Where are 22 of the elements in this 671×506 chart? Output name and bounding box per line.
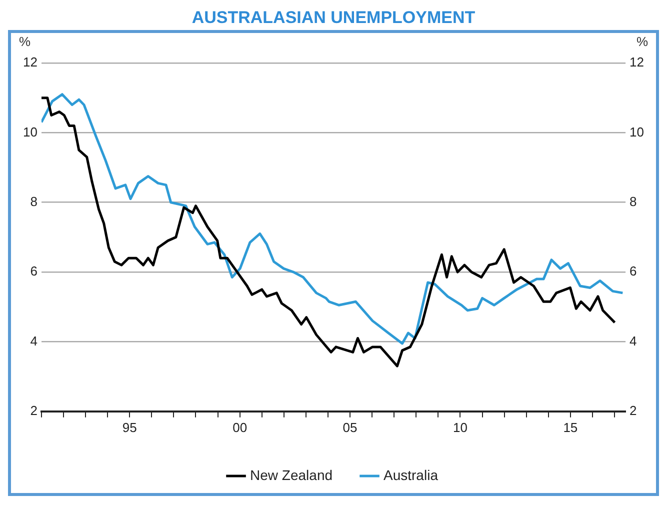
y2-axis-title: %: [636, 34, 648, 50]
x-tick-label: 15: [563, 420, 578, 435]
y-tick-label: 8: [30, 194, 38, 209]
y2-tick-label: 8: [630, 194, 637, 209]
y2-tick-label: 6: [630, 264, 637, 279]
x-tick-label: 05: [342, 420, 358, 435]
y2-tick-label: 10: [630, 124, 644, 140]
chart-title: AUSTRALASIAN UNEMPLOYMENT: [190, 8, 476, 29]
y-axis-title: %: [19, 34, 31, 50]
y2-tick-label: 12: [630, 54, 644, 70]
y-tick-label: 12: [22, 54, 38, 70]
x-tick-label: 10: [453, 420, 468, 435]
x-tick-label: 00: [232, 420, 248, 435]
legend-label: Australia: [384, 466, 438, 483]
y-tick-label: 6: [30, 264, 38, 279]
y-tick-label: 10: [22, 124, 38, 140]
legend-label: New Zealand: [250, 466, 333, 483]
y2-tick-label: 2: [630, 402, 637, 418]
y-tick-label: 2: [30, 402, 38, 418]
y-tick-label: 4: [30, 333, 38, 348]
x-tick-label: 95: [122, 420, 137, 435]
y2-tick-label: 4: [630, 333, 637, 348]
